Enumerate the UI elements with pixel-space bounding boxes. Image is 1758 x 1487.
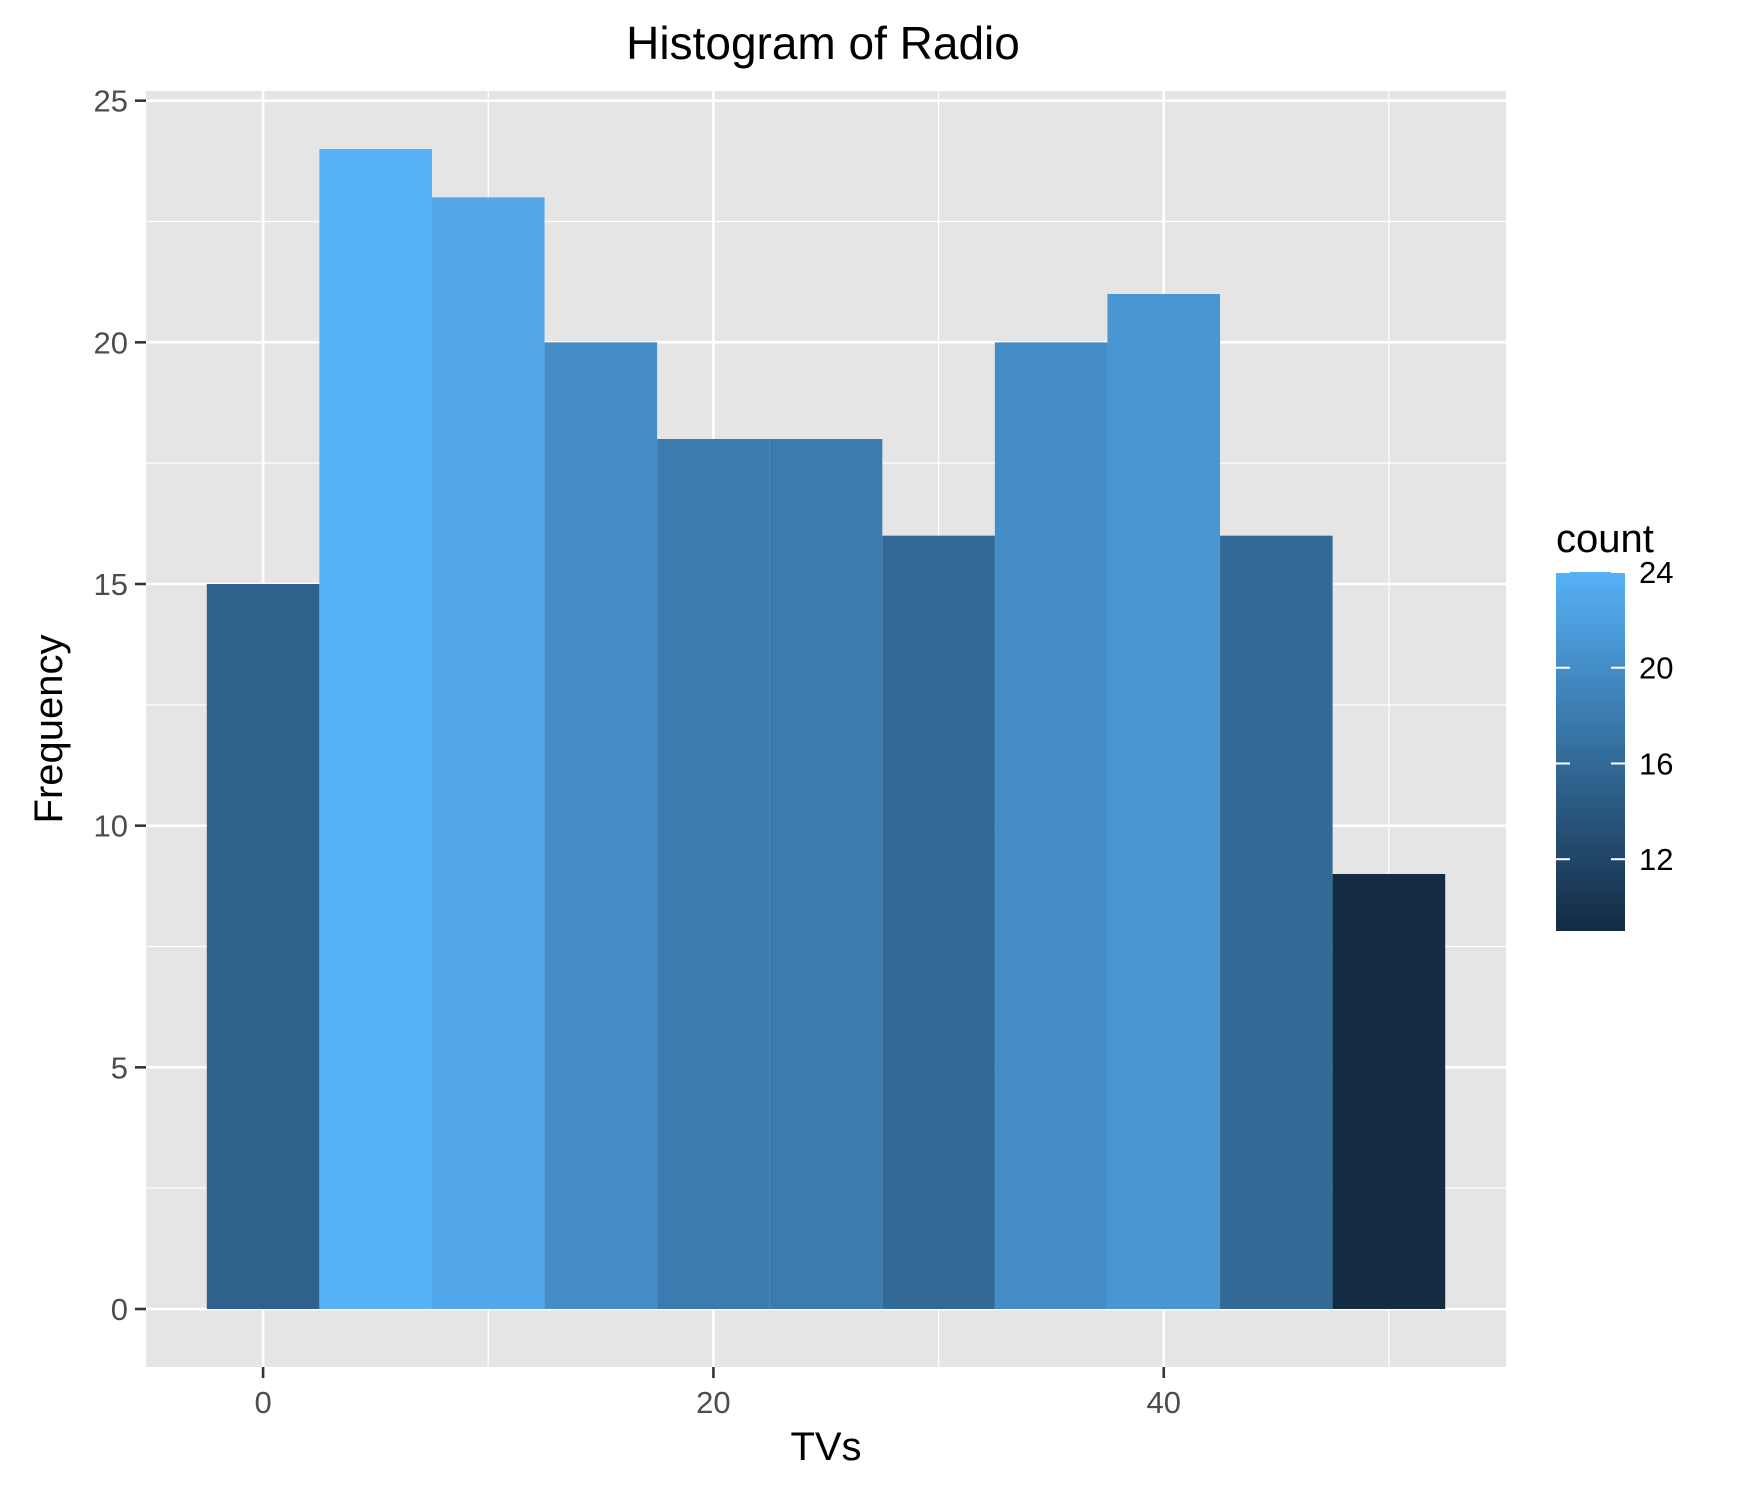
legend-tick-label: 16 <box>1639 746 1673 781</box>
histogram-bar <box>882 535 995 1309</box>
x-tick-label: 20 <box>696 1385 730 1420</box>
legend-ticks: 24 20 16 12 <box>1556 555 1673 877</box>
y-tick-label: 20 <box>94 325 128 360</box>
histogram-bar <box>657 439 770 1309</box>
y-tick-label: 15 <box>94 567 128 602</box>
x-tick-label: 40 <box>1147 1385 1181 1420</box>
x-tick-label: 0 <box>254 1385 271 1420</box>
histogram-bar <box>1332 874 1446 1309</box>
x-axis: 0 20 40 <box>254 1367 1181 1420</box>
y-tick-label: 5 <box>111 1050 128 1085</box>
chart-title: Histogram of Radio <box>626 17 1020 69</box>
legend-tick-label: 24 <box>1639 555 1673 590</box>
histogram-bar <box>431 197 545 1309</box>
histogram-bar <box>1107 294 1221 1309</box>
color-legend: count 24 20 16 12 <box>1556 517 1673 931</box>
legend-colorbar <box>1556 572 1625 931</box>
histogram-bar <box>1220 535 1333 1309</box>
histogram-bar <box>544 342 658 1309</box>
histogram-bar <box>206 584 320 1309</box>
legend-tick-label: 12 <box>1639 842 1673 877</box>
y-axis-label: Frequency <box>27 635 71 824</box>
y-tick-label: 10 <box>94 809 128 844</box>
y-axis: 0 5 10 15 20 25 <box>94 84 146 1327</box>
legend-tick-label: 20 <box>1639 651 1673 686</box>
x-axis-label: TVs <box>790 1425 861 1469</box>
histogram-bar <box>769 439 883 1309</box>
histogram-bar <box>319 149 432 1309</box>
y-tick-label: 25 <box>94 84 128 119</box>
legend-title: count <box>1556 517 1654 561</box>
histogram-bar <box>994 342 1108 1309</box>
histogram-bars <box>206 149 1446 1309</box>
y-tick-label: 0 <box>111 1292 128 1327</box>
